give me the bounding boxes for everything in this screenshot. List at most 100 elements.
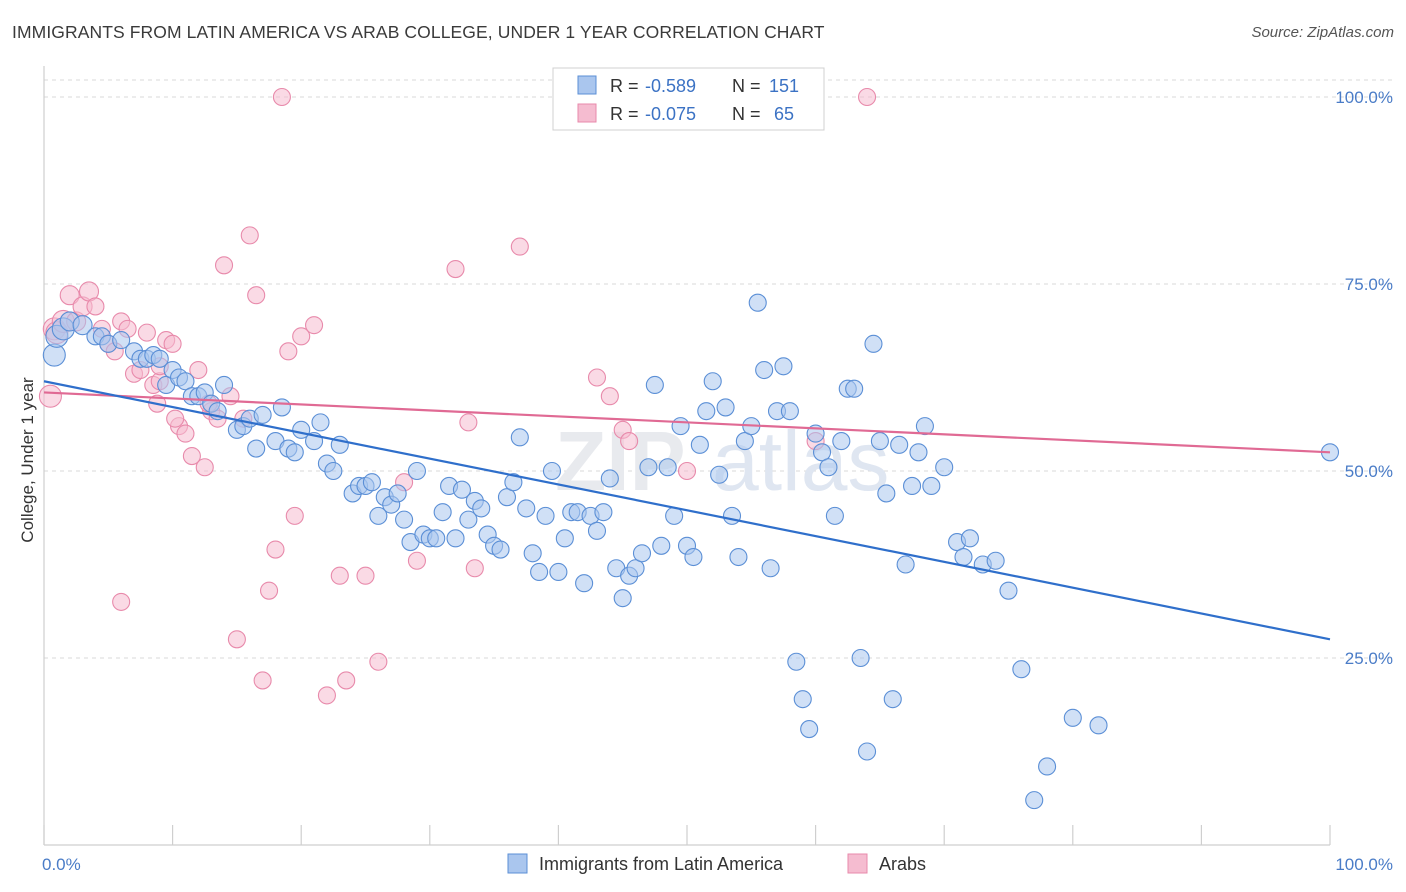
latin-america-point-110 [800, 720, 819, 739]
latin-america-point-133 [960, 529, 979, 548]
latin-america-point-119 [857, 742, 877, 761]
latin-america-point-123 [883, 690, 902, 709]
arabs-point-64 [166, 409, 185, 428]
latin-america-point-129 [922, 476, 941, 496]
arabs-point-54 [600, 387, 619, 406]
latin-america-point-43 [369, 506, 388, 525]
arabs-point-37 [272, 87, 291, 107]
latin-america-point-27 [247, 439, 266, 458]
trend-lines [43, 380, 1331, 641]
latin-america-point-109 [793, 690, 812, 709]
latin-america-point-107 [780, 402, 799, 421]
latin-america-point-128 [915, 417, 934, 436]
arabs-point-34 [253, 671, 272, 690]
latin-america-point-114 [825, 506, 844, 525]
stats-legend-r-label-blue: R = [610, 76, 644, 96]
arabs-point-23 [182, 446, 201, 466]
arabs-point-20 [163, 334, 182, 353]
latin-america-point-66 [517, 499, 536, 518]
latin-america-point-96 [710, 465, 729, 484]
arabs-point-25 [195, 458, 214, 477]
latin-america-point-4 [72, 315, 93, 336]
latin-america-point-71 [549, 562, 568, 582]
latin-america-point-115 [832, 432, 851, 451]
stats-legend-r-label-pink: R = [610, 104, 644, 124]
latin-america-point-68 [530, 562, 549, 582]
latin-america-point-77 [587, 521, 607, 540]
latin-america-point-98 [722, 506, 742, 525]
latin-america-point-23 [214, 375, 234, 395]
latin-america-point-83 [626, 559, 645, 578]
arabs-point-45 [356, 566, 375, 585]
latin-america-point-17 [176, 372, 195, 391]
latin-america-point-99 [729, 547, 748, 567]
latin-america-point-112 [812, 443, 832, 462]
latin-america-point-113 [819, 458, 838, 477]
series-legend: Immigrants from Latin America Arabs [507, 853, 926, 874]
latin-america-point-108 [787, 652, 806, 671]
latin-america-point-135 [986, 551, 1005, 570]
arabs-point-22 [176, 424, 195, 443]
arabs-point-38 [279, 342, 298, 361]
stats-legend-n-value-blue: 151 [769, 76, 799, 96]
arabs-point-57 [677, 461, 697, 481]
latin-america-point-130 [935, 458, 954, 477]
latin-america-point-118 [851, 648, 870, 668]
arabs-point-44 [337, 671, 356, 690]
latin-america-point-13 [150, 349, 169, 368]
latin-america-point-120 [864, 334, 883, 353]
latin-america-points [42, 293, 1340, 810]
latin-america-point-126 [902, 476, 922, 496]
latin-america-point-52 [427, 529, 446, 548]
stats-legend-r-value-blue: -0.589 [645, 76, 696, 96]
grid-lines [44, 79, 1392, 659]
latin-america-point-56 [452, 480, 472, 499]
arabs-point-42 [317, 686, 336, 705]
latin-america-point-8 [112, 331, 131, 350]
arabs-point-30 [227, 630, 246, 649]
latin-america-point-125 [896, 555, 915, 574]
latin-america-point-117 [845, 379, 864, 398]
arabs-point-0 [38, 384, 62, 408]
latin-america-point-132 [954, 547, 973, 567]
x-tick-label-0: 0.0% [42, 855, 81, 874]
latin-america-point-84 [632, 544, 652, 563]
latin-america-point-122 [877, 484, 896, 503]
arabs-point-40 [292, 327, 311, 346]
series-legend-swatch-blue [507, 853, 528, 874]
latin-america-point-53 [433, 503, 452, 522]
latin-america-point-92 [684, 547, 703, 567]
y-axis-label: College, Under 1 year [18, 377, 37, 543]
arabs-point-33 [247, 286, 266, 305]
stats-legend-swatch-pink [577, 103, 597, 123]
stats-legend-r-value-pink: -0.075 [645, 104, 696, 124]
latin-america-point-59 [472, 499, 491, 518]
arabs-point-36 [266, 540, 285, 559]
stats-legend-swatch-blue [577, 75, 597, 95]
arabs-point-32 [240, 226, 259, 245]
latin-america-point-42 [362, 473, 381, 492]
latin-america-point-28 [253, 405, 272, 424]
latin-america-point-104 [761, 559, 780, 578]
x-ticks [43, 825, 1331, 845]
stats-legend-n-value-pink: 65 [769, 104, 794, 124]
latin-america-point-138 [1025, 791, 1044, 810]
arabs-point-50 [459, 413, 478, 432]
arabs-point-28 [214, 256, 234, 275]
latin-america-point-46 [388, 484, 407, 503]
latin-america-point-70 [542, 461, 562, 481]
arabs-point-60 [112, 592, 131, 611]
latin-america-point-72 [555, 529, 574, 548]
latin-america-point-65 [510, 428, 529, 447]
latin-america-point-136 [999, 581, 1018, 600]
x-tick-label-1: 100.0% [1335, 855, 1393, 874]
latin-america-point-57 [459, 510, 478, 529]
arabs-point-35 [259, 581, 279, 600]
latin-america-point-67 [523, 544, 542, 563]
arabs-point-52 [510, 237, 529, 256]
x-tick-labels: 0.0% 100.0% [42, 855, 1393, 874]
latin-america-trend-line [43, 380, 1331, 641]
latin-america-point-102 [748, 293, 767, 312]
latin-america-point-100 [735, 432, 754, 451]
latin-america-point-141 [1089, 716, 1108, 735]
